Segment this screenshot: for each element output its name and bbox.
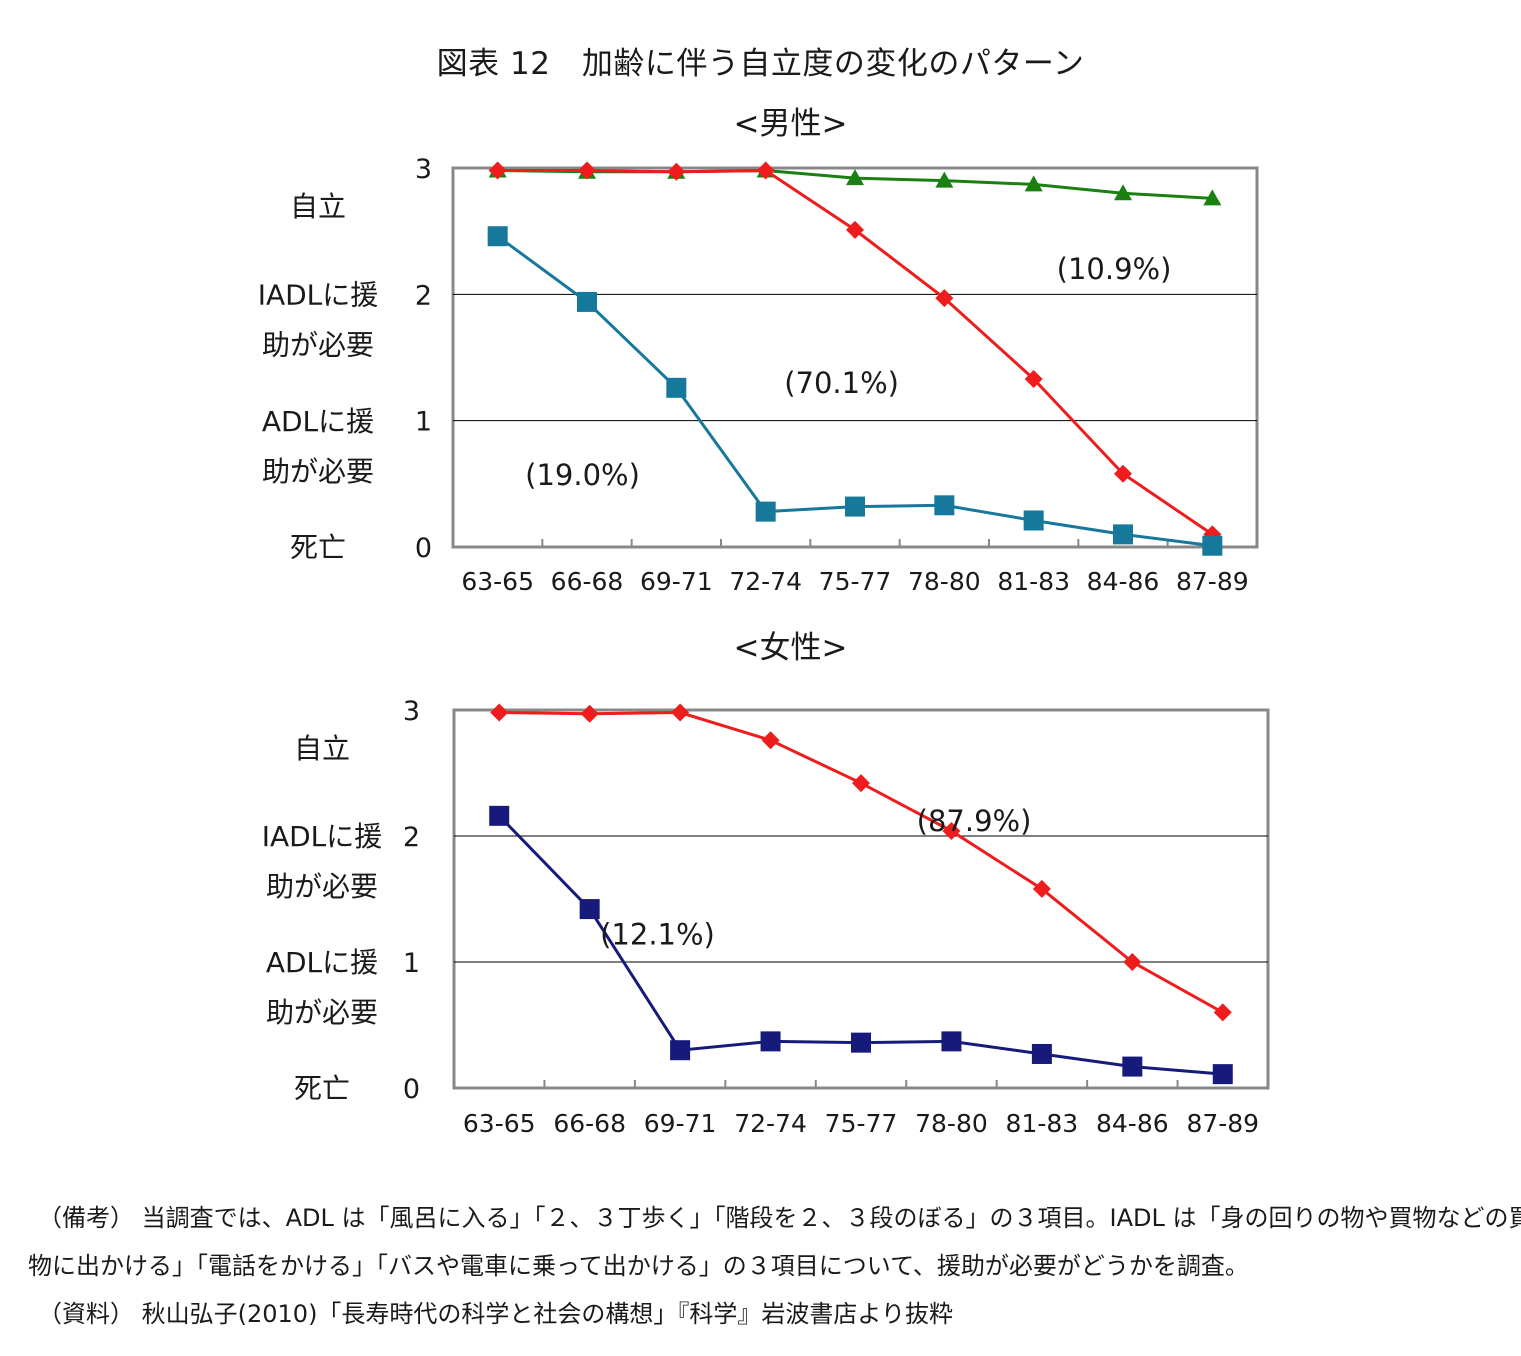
male-percentage-annotation: (70.1%) bbox=[784, 366, 899, 400]
female-x-tick-label: 72-74 bbox=[734, 1109, 807, 1138]
male-diamond-marker bbox=[578, 161, 596, 180]
female-x-tick-label: 87-89 bbox=[1186, 1109, 1259, 1138]
male-y-level-label: 死亡 bbox=[290, 531, 346, 564]
female-y-level-label: 自立 bbox=[294, 732, 350, 765]
male-y-tick-label: 1 bbox=[415, 407, 432, 438]
female-y-level-label: IADLに援 bbox=[262, 820, 383, 853]
male-y-tick-label: 0 bbox=[415, 533, 432, 564]
male-line-chart: 0 1 2 3 63-65 66-68 69-71 72-74 75-77 78-80 81-83 8… bbox=[258, 154, 1259, 596]
female-square-marker bbox=[489, 805, 510, 826]
female-square-marker bbox=[1031, 1043, 1052, 1064]
male-square-marker bbox=[755, 501, 776, 522]
female-square-marker bbox=[760, 1031, 781, 1052]
male-square-marker bbox=[577, 291, 597, 312]
male-diamond-marker bbox=[488, 161, 507, 180]
female-diamond-marker bbox=[490, 703, 509, 722]
male-x-tick-label: 72-74 bbox=[729, 567, 802, 596]
male-y-level-label: IADLに援 bbox=[258, 279, 379, 312]
footnote-remarks-line-1: （備考） 当調査では、ADL は「風呂に入る」「２、３丁歩く」「階段を２、３段の… bbox=[38, 1204, 1521, 1232]
male-triangle-marker bbox=[1114, 184, 1132, 201]
male-diamond-marker bbox=[667, 162, 686, 181]
male-square-marker bbox=[845, 496, 865, 517]
female-square-marker bbox=[1212, 1064, 1233, 1085]
male-square-marker bbox=[1113, 524, 1133, 545]
male-y-level-label: 助が必要 bbox=[262, 329, 374, 362]
female-percentage-annotation: (12.1%) bbox=[600, 917, 715, 951]
female-square-marker bbox=[579, 899, 600, 920]
footnote-remarks-line-2: 物に出かける」「電話をかける」「バスや電車に乗って出かける」の３項目について、援… bbox=[28, 1252, 1249, 1280]
male-x-tick-label: 78-80 bbox=[908, 567, 981, 596]
male-x-tick-label: 66-68 bbox=[551, 567, 624, 596]
female-y-level-label: 死亡 bbox=[294, 1072, 350, 1105]
female-y-tick-label: 3 bbox=[403, 696, 420, 727]
female-x-tick-label: 69-71 bbox=[644, 1109, 717, 1138]
female-diamond-marker bbox=[852, 774, 870, 793]
female-chart-subtitle: <女性> bbox=[733, 630, 848, 666]
female-y-tick-label: 0 bbox=[403, 1074, 420, 1105]
female-y-level-label: 助が必要 bbox=[266, 870, 378, 903]
male-square-marker bbox=[666, 377, 687, 398]
male-triangle-marker bbox=[1024, 175, 1043, 192]
female-square-marker bbox=[851, 1032, 871, 1053]
male-x-tick-label: 75-77 bbox=[819, 567, 892, 596]
male-square-marker bbox=[934, 495, 955, 516]
female-plot-area bbox=[452, 708, 1270, 1090]
female-x-tick-label: 63-65 bbox=[463, 1109, 536, 1138]
female-line-chart: 0 1 2 3 63-65 66-68 69-71 72-74 75-77 78-80 81-83 8… bbox=[262, 696, 1270, 1138]
male-x-tick-label: 63-65 bbox=[461, 567, 534, 596]
male-diamond-marker bbox=[846, 220, 864, 239]
male-diamond-marker bbox=[1203, 525, 1222, 544]
male-x-tick-label: 81-83 bbox=[997, 567, 1070, 596]
female-diamond-marker bbox=[1123, 953, 1142, 971]
female-square-marker bbox=[670, 1040, 691, 1061]
female-x-tick-label: 84-86 bbox=[1096, 1109, 1169, 1138]
female-diamond-marker bbox=[671, 703, 690, 722]
male-x-tick-label: 84-86 bbox=[1087, 567, 1160, 596]
male-diamond-marker bbox=[756, 161, 775, 180]
female-diamond-marker bbox=[1213, 1003, 1232, 1022]
female-y-tick-label: 1 bbox=[403, 948, 420, 979]
female-square-marker bbox=[1122, 1056, 1143, 1077]
male-diamond-marker bbox=[1114, 464, 1132, 483]
female-percentage-annotation: (87.9%) bbox=[917, 804, 1032, 838]
male-y-tick-label: 3 bbox=[415, 154, 432, 185]
male-triangle-marker bbox=[1203, 189, 1222, 206]
male-y-level-label: 自立 bbox=[290, 190, 346, 223]
male-triangle-marker bbox=[935, 171, 954, 188]
male-diamond-marker bbox=[935, 289, 954, 308]
male-triangle-marker bbox=[846, 169, 864, 186]
female-diamond-marker bbox=[942, 821, 961, 840]
male-square-marker bbox=[487, 226, 508, 247]
male-y-level-label: ADLに援 bbox=[262, 405, 374, 438]
footnote-source: （資料） 秋山弘子(2010)「長寿時代の科学と社会の構想」『科学』岩波書店より… bbox=[38, 1300, 953, 1328]
female-y-level-label: 助が必要 bbox=[266, 996, 378, 1029]
female-x-tick-label: 81-83 bbox=[1006, 1109, 1079, 1138]
female-square-marker bbox=[941, 1031, 962, 1052]
male-chart-subtitle: <男性> bbox=[733, 106, 848, 142]
male-square-marker bbox=[1023, 510, 1044, 531]
female-diamond-marker bbox=[580, 704, 599, 723]
female-x-tick-label: 75-77 bbox=[825, 1109, 898, 1138]
male-square-marker bbox=[1202, 535, 1223, 556]
female-y-level-label: ADLに援 bbox=[266, 946, 378, 979]
female-diamond-marker bbox=[761, 731, 780, 750]
female-x-tick-label: 78-80 bbox=[915, 1109, 988, 1138]
male-percentage-annotation: (10.9%) bbox=[1057, 252, 1172, 286]
male-diamond-marker bbox=[1024, 369, 1043, 388]
male-x-tick-label: 69-71 bbox=[640, 567, 713, 596]
male-y-tick-label: 2 bbox=[415, 280, 432, 311]
figure-title: 図表 12 加齢に伴う自立度の変化のパターン bbox=[436, 46, 1085, 82]
female-y-tick-label: 2 bbox=[403, 822, 420, 853]
female-diamond-marker bbox=[1032, 879, 1051, 898]
female-x-tick-label: 66-68 bbox=[553, 1109, 626, 1138]
male-y-level-label: 助が必要 bbox=[262, 455, 374, 488]
male-percentage-annotation: (19.0%) bbox=[525, 458, 640, 492]
male-x-tick-label: 87-89 bbox=[1176, 567, 1249, 596]
